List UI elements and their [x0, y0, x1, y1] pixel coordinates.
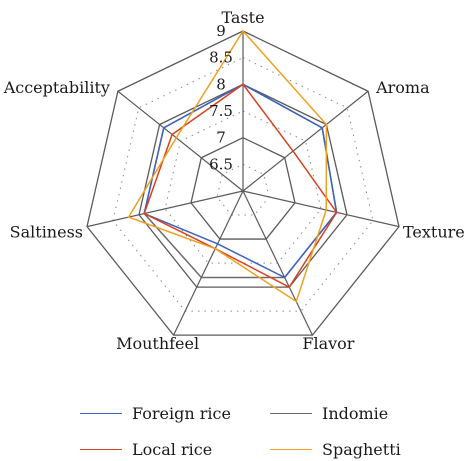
- grid-ring-8: [138, 83, 348, 288]
- legend-label-spaghetti: Spaghetti: [322, 439, 401, 459]
- grid-spoke-acceptability: [117, 90, 244, 192]
- grid-ring-9: [86, 30, 400, 336]
- grid-ring-6-5: [216, 163, 270, 216]
- tick-label-9: 9: [216, 22, 226, 40]
- legend-item-indomie: Indomie: [270, 402, 388, 424]
- grid-spoke-aroma: [242, 90, 369, 192]
- legend-item-local-rice: Local rice: [80, 438, 212, 460]
- legend-label-indomie: Indomie: [322, 403, 389, 423]
- series-layer: [127, 29, 338, 303]
- axis-label-saltiness: Saltiness: [10, 223, 83, 242]
- legend-swatch-indomie: [270, 412, 312, 414]
- tick-label-8-5: 8.5: [209, 49, 233, 67]
- tick-label-7-5: 7.5: [209, 102, 233, 120]
- radar-grid: [86, 30, 400, 336]
- axis-label-mouthfeel: Mouthfeel: [116, 334, 199, 353]
- axis-label-aroma: Aroma: [375, 78, 430, 97]
- tick-labels: 6.5 7 7.5 8 8.5 9: [209, 22, 233, 173]
- legend-label-foreign-rice: Foreign rice: [132, 403, 231, 423]
- axis-label-texture: Texture: [403, 223, 465, 242]
- grid-spoke-flavor: [242, 190, 313, 336]
- legend-swatch-foreign-rice: [80, 412, 122, 414]
- series-spaghetti: [127, 29, 328, 303]
- legend-item-spaghetti: Spaghetti: [270, 438, 401, 460]
- axis-label-taste: Taste: [221, 8, 264, 27]
- grid-spoke-texture: [242, 190, 400, 228]
- tick-label-7: 7: [216, 129, 226, 147]
- legend-item-foreign-rice: Foreign rice: [80, 402, 231, 424]
- axis-label-flavor: Flavor: [302, 334, 354, 353]
- tick-label-6-5: 6.5: [209, 155, 233, 173]
- grid-spoke-saltiness: [86, 190, 244, 228]
- legend-swatch-spaghetti: [270, 448, 312, 450]
- legend-label-local-rice: Local rice: [132, 439, 213, 459]
- legend: Foreign rice Indomie Local rice Spaghett…: [0, 392, 474, 461]
- grid-ring-7: [190, 136, 296, 240]
- radar-chart: Taste Aroma Texture Flavor Mouthfeel Saltines…: [3, 8, 465, 353]
- series-foreign-rice: [143, 83, 338, 279]
- series-local-rice: [143, 83, 338, 289]
- axis-labels: Taste Aroma Texture Flavor Mouthfeel Saltines…: [3, 8, 465, 353]
- axis-label-acceptability: Acceptability: [3, 78, 110, 97]
- grid-spoke-mouthfeel: [173, 190, 244, 336]
- legend-swatch-local-rice: [80, 448, 122, 450]
- tick-label-8: 8: [216, 75, 226, 93]
